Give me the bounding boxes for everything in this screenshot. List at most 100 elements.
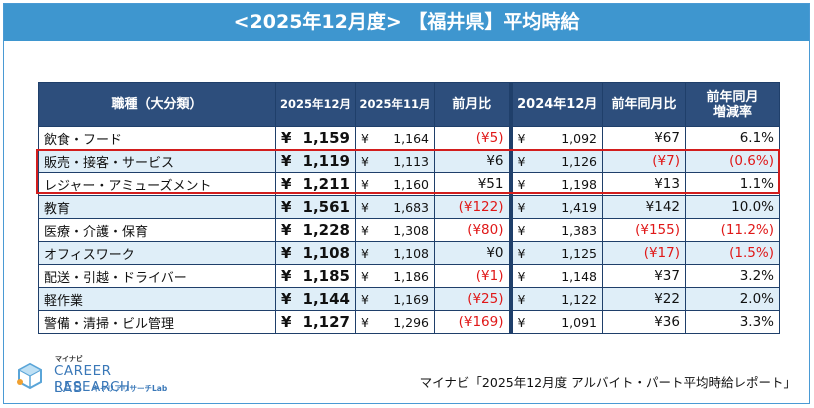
table-row: 警備・清掃・ビル管理 ¥1,127 ¥1,296 (¥169) ¥1,091 ¥36 3.3…	[38, 310, 780, 334]
yen-sign: ¥	[361, 245, 369, 261]
cell-category: 配送・引越・ドライバー	[38, 264, 276, 288]
cell-yoy: ¥13	[602, 172, 686, 196]
amount: 1,228	[302, 221, 350, 239]
cell-2024-12: ¥1,125	[508, 241, 603, 265]
table-row: 教育 ¥1,561 ¥1,683 (¥122) ¥1,419 ¥142 10.0%	[38, 195, 780, 219]
yen-sign: ¥	[361, 130, 369, 146]
yen-sign: ¥	[517, 291, 526, 307]
cell-2024-12: ¥1,122	[508, 287, 603, 311]
cell-mom: ¥6	[434, 149, 511, 173]
yen-sign: ¥	[361, 314, 369, 330]
cell-yoy-rate: (11.2%)	[685, 218, 780, 242]
yen-sign: ¥	[281, 244, 292, 262]
yen-sign: ¥	[517, 268, 526, 284]
cell-2024-12: ¥1,383	[508, 218, 603, 242]
cell-mom: (¥5)	[434, 126, 511, 150]
amount: 1,160	[393, 176, 429, 192]
cell-yoy: ¥22	[602, 287, 686, 311]
amount: 1,122	[561, 291, 597, 307]
amount: 1,186	[393, 268, 429, 284]
table-row: 医療・介護・保育 ¥1,228 ¥1,308 (¥80) ¥1,383 (¥155) (11…	[38, 218, 780, 242]
cell-yoy: ¥36	[602, 310, 686, 334]
cell-2025-12: ¥1,159	[275, 126, 356, 150]
yen-sign: ¥	[517, 199, 526, 215]
cell-2025-12: ¥1,211	[275, 172, 356, 196]
amount: 1,159	[302, 129, 350, 147]
cell-2025-11: ¥1,296	[355, 310, 435, 334]
amount: 1,561	[302, 198, 350, 216]
source-note: マイナビ「2025年12月度 アルバイト・パート平均時給レポート」	[419, 375, 796, 390]
cell-2025-11: ¥1,160	[355, 172, 435, 196]
cell-mom: ¥51	[434, 172, 511, 196]
yen-sign: ¥	[281, 290, 292, 308]
yen-sign: ¥	[517, 314, 526, 330]
cell-mom: (¥1)	[434, 264, 511, 288]
header-category: 職種（大分類）	[38, 82, 276, 127]
wage-table: 職種（大分類） 2025年12月 2025年11月 前月比 2024年12月 前…	[38, 82, 780, 334]
header-2025-12: 2025年12月	[275, 82, 356, 127]
cell-2024-12: ¥1,198	[508, 172, 603, 196]
cell-2025-12: ¥1,144	[275, 287, 356, 311]
cell-2025-12: ¥1,228	[275, 218, 356, 242]
cell-2024-12: ¥1,148	[508, 264, 603, 288]
header-yoy-rate-line2: 増減率	[712, 104, 752, 120]
yen-sign: ¥	[517, 176, 526, 192]
logo-line1: CAREER RESEARCH	[54, 363, 131, 395]
yen-sign: ¥	[281, 152, 292, 170]
cell-category: レジャー・アミューズメント	[38, 172, 276, 196]
cell-yoy-rate: (0.6%)	[685, 149, 780, 173]
cell-2025-11: ¥1,683	[355, 195, 435, 219]
amount: 1,383	[561, 222, 597, 238]
cell-yoy-rate: 1.1%	[685, 172, 780, 196]
yen-sign: ¥	[517, 245, 526, 261]
amount: 1,125	[561, 245, 597, 261]
amount: 1,113	[393, 153, 429, 169]
cell-2025-12: ¥1,561	[275, 195, 356, 219]
table-row: 販売・接客・サービス ¥1,119 ¥1,113 ¥6 ¥1,126 (¥7) (0.6%)	[38, 149, 780, 173]
yen-sign: ¥	[361, 268, 369, 284]
cell-yoy-rate: 10.0%	[685, 195, 780, 219]
amount: 1,148	[561, 268, 597, 284]
yen-sign: ¥	[361, 222, 369, 238]
table-row: 軽作業 ¥1,144 ¥1,169 (¥25) ¥1,122 ¥22 2.0%	[38, 287, 780, 311]
cell-category: 軽作業	[38, 287, 276, 311]
cell-2025-11: ¥1,164	[355, 126, 435, 150]
cell-mom: (¥169)	[434, 310, 511, 334]
header-yoy-rate-line1: 前年同月	[706, 89, 759, 105]
cell-category: 飲食・フード	[38, 126, 276, 150]
cell-yoy: (¥7)	[602, 149, 686, 173]
cell-category: 教育	[38, 195, 276, 219]
yen-sign: ¥	[361, 176, 369, 192]
logo-line3: キャリアリサーチLab	[92, 384, 168, 393]
amount: 1,296	[393, 314, 429, 330]
header-yoy: 前年同月比	[602, 82, 686, 127]
cell-yoy-rate: 3.2%	[685, 264, 780, 288]
career-research-lab-logo: マイナビ CAREER RESEARCH LAB キャリアリサーチLab	[14, 354, 184, 400]
amount: 1,108	[393, 245, 429, 261]
cell-yoy: ¥67	[602, 126, 686, 150]
cell-2025-12: ¥1,127	[275, 310, 356, 334]
logo-line2: LAB	[54, 380, 84, 396]
header-yoy-rate: 前年同月 増減率	[685, 82, 780, 127]
amount: 1,308	[393, 222, 429, 238]
cell-2025-12: ¥1,185	[275, 264, 356, 288]
logo-mynavi: マイナビ	[55, 355, 83, 363]
amount: 1,119	[302, 152, 350, 170]
header-mom: 前月比	[434, 82, 511, 127]
amount: 1,164	[393, 130, 429, 146]
table-header-row: 職種（大分類） 2025年12月 2025年11月 前月比 2024年12月 前…	[38, 82, 780, 127]
cell-yoy-rate: 2.0%	[685, 287, 780, 311]
cell-2024-12: ¥1,092	[508, 126, 603, 150]
cell-mom: (¥25)	[434, 287, 511, 311]
amount: 1,091	[561, 314, 597, 330]
cell-2025-12: ¥1,108	[275, 241, 356, 265]
cell-yoy: ¥37	[602, 264, 686, 288]
table-row: 飲食・フード ¥1,159 ¥1,164 (¥5) ¥1,092 ¥67 6.1%	[38, 126, 780, 150]
cell-2025-11: ¥1,113	[355, 149, 435, 173]
amount: 1,169	[393, 291, 429, 307]
cell-yoy: (¥155)	[602, 218, 686, 242]
yen-sign: ¥	[517, 130, 526, 146]
yen-sign: ¥	[517, 153, 526, 169]
yen-sign: ¥	[361, 153, 369, 169]
yen-sign: ¥	[281, 129, 292, 147]
